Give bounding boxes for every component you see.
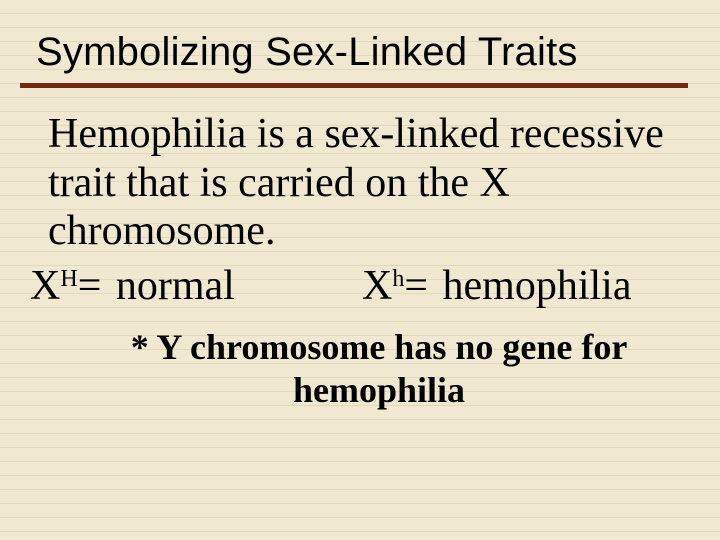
symbol-hemophilia: Xh = hemophilia — [362, 262, 632, 310]
footnote: * Y chromosome has no gene for hemophili… — [48, 326, 710, 411]
symbol-superscript: h — [392, 266, 404, 292]
symbol-label: normal — [116, 263, 235, 309]
symbol-superscript: H — [60, 266, 77, 292]
symbol-base: X — [362, 263, 392, 309]
body: Hemophilia is a sex-linked recessive tra… — [0, 88, 720, 411]
equals: = — [404, 263, 442, 309]
symbol-label: hemophilia — [443, 263, 632, 309]
slide: Symbolizing Sex-Linked Traits Hemophilia… — [0, 0, 720, 540]
symbol-normal: XH = normal — [30, 262, 362, 310]
symbol-row: XH = normal Xh = hemophilia — [30, 262, 710, 310]
equals: = — [78, 263, 116, 309]
title-block: Symbolizing Sex-Linked Traits — [0, 30, 720, 81]
symbol-base: X — [30, 263, 60, 309]
slide-title: Symbolizing Sex-Linked Traits — [36, 30, 684, 75]
intro-paragraph: Hemophilia is a sex-linked recessive tra… — [48, 110, 710, 256]
